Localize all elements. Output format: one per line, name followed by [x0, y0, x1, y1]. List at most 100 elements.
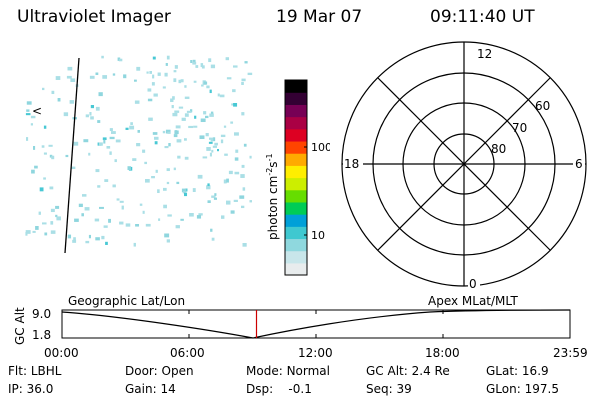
emission-pixel	[210, 111, 214, 114]
emission-pixel	[165, 63, 168, 66]
emission-pixel	[210, 137, 214, 142]
emission-pixel	[175, 225, 180, 229]
status-glat: GLat: 16.9	[486, 364, 549, 378]
emission-pixel	[186, 110, 192, 113]
emission-pixel	[184, 156, 189, 160]
emission-pixel	[165, 129, 171, 134]
observation-date: 19 Mar 07	[276, 7, 363, 27]
emission-pixel	[26, 109, 30, 112]
emission-pixel	[97, 185, 101, 188]
emission-pixel	[88, 152, 91, 156]
colorbar-segment	[285, 201, 307, 215]
emission-pixel	[220, 139, 224, 144]
emission-pixel	[240, 174, 245, 178]
emission-pixel	[247, 72, 253, 76]
emission-pixel	[38, 211, 41, 215]
emission-pixel	[119, 221, 124, 225]
emission-pixel	[206, 147, 211, 151]
emission-pixel	[241, 164, 245, 168]
colorbar-segment	[285, 92, 307, 105]
emission-pixel	[170, 98, 174, 102]
emission-pixel	[189, 213, 194, 217]
emission-pixel	[209, 137, 212, 140]
emission-pixel	[249, 200, 252, 203]
emission-pixel	[104, 179, 109, 182]
emission-pixel	[95, 72, 99, 76]
mlt-label-6: 6	[575, 157, 583, 171]
emission-pixel	[190, 109, 193, 113]
uv-emission-scatter	[25, 55, 253, 247]
ephemeris-y-tick-high: 9.0	[32, 307, 51, 321]
emission-pixel	[43, 125, 47, 129]
emission-pixel	[98, 142, 103, 146]
emission-pixel	[83, 139, 89, 143]
emission-pixel	[136, 66, 141, 71]
x-tick-0600: 06:00	[170, 346, 205, 360]
emission-pixel	[242, 187, 246, 191]
emission-pixel	[105, 241, 108, 245]
status-glon: GLon: 197.5	[486, 382, 559, 396]
mlt-label-18: 18	[344, 157, 359, 171]
emission-pixel	[212, 145, 218, 148]
emission-pixel	[134, 79, 137, 82]
emission-pixel	[173, 134, 178, 138]
emission-pixel	[145, 179, 150, 183]
emission-pixel	[84, 207, 90, 211]
emission-pixel	[206, 85, 210, 89]
emission-pixel	[149, 71, 152, 74]
emission-pixel	[66, 75, 72, 79]
emission-pixel	[213, 197, 217, 200]
emission-pixel	[49, 154, 53, 158]
emission-pixel	[30, 123, 34, 126]
colorbar-unit-label: photon cm-2s-1	[265, 153, 280, 240]
emission-pixel	[146, 71, 149, 74]
emission-pixel	[202, 156, 208, 159]
emission-pixel	[249, 155, 252, 159]
emission-pixel	[172, 112, 178, 117]
lat-label-80: 80	[491, 142, 506, 156]
colorbar-segment	[285, 165, 307, 179]
emission-pixel	[232, 89, 236, 93]
emission-pixel	[200, 118, 206, 123]
emission-pixel	[180, 79, 184, 83]
emission-pixel	[98, 92, 103, 97]
ephemeris-right-title: Apex MLat/MLT	[428, 294, 518, 308]
status-filter: Flt: LBHL	[8, 364, 62, 378]
emission-pixel	[152, 74, 155, 79]
emission-pixel	[199, 135, 205, 139]
emission-pixel	[152, 132, 158, 135]
emission-pixel	[78, 203, 83, 208]
emission-pixel	[167, 214, 172, 217]
emission-pixel	[101, 235, 105, 240]
emission-pixel	[198, 213, 203, 216]
status-door: Door: Open	[125, 364, 194, 378]
colorbar-segment	[285, 177, 307, 191]
emission-pixel	[217, 93, 220, 97]
x-tick-0000: 00:00	[44, 346, 79, 360]
emission-pixel	[207, 183, 210, 186]
emission-pixel	[151, 82, 155, 86]
emission-pixel	[118, 58, 123, 62]
emission-pixel	[70, 78, 76, 82]
emission-pixel	[129, 125, 135, 130]
emission-pixel	[182, 191, 186, 194]
emission-pixel	[135, 224, 140, 227]
colorbar-segment	[285, 214, 307, 227]
emission-pixel	[117, 57, 121, 61]
emission-pixel	[193, 80, 197, 83]
emission-pixel	[233, 103, 238, 107]
emission-pixel	[203, 81, 208, 85]
emission-pixel	[55, 214, 58, 218]
emission-pixel	[210, 228, 213, 232]
emission-pixel	[95, 106, 100, 111]
emission-pixel	[130, 122, 133, 125]
emission-pixel	[208, 141, 213, 144]
emission-pixel	[166, 55, 170, 60]
emission-pixel	[184, 96, 190, 99]
emission-pixel	[32, 230, 36, 233]
emission-pixel	[109, 151, 112, 155]
emission-pixel	[101, 55, 104, 59]
emission-pixel	[155, 169, 158, 173]
emission-pixel	[42, 87, 45, 91]
colorbar-tick-100: 100	[311, 141, 330, 154]
